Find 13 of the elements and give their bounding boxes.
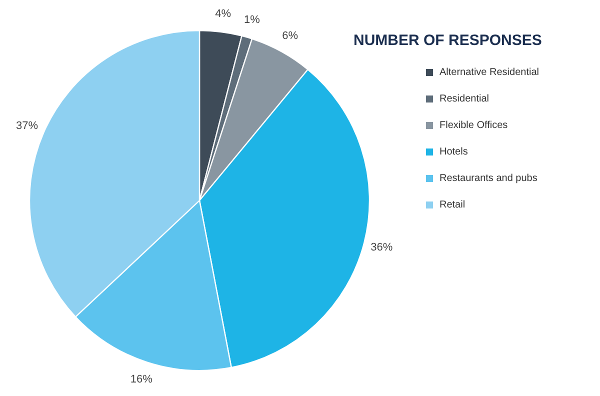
data-label: 37% xyxy=(16,120,38,132)
legend-label: Residential xyxy=(440,94,489,104)
data-label: 1% xyxy=(244,14,260,26)
legend-label: Retail xyxy=(440,200,466,210)
data-label: 16% xyxy=(130,373,153,386)
legend-label: Hotels xyxy=(440,146,468,158)
data-label: 6% xyxy=(282,30,298,42)
legend-label: Alternative Residential xyxy=(440,67,539,78)
legend-label: Restaurants and pubs xyxy=(440,173,538,184)
data-label: 4% xyxy=(215,8,232,20)
legend-label: Flexible Offices xyxy=(440,120,508,131)
legend-title: NUMBER OF RESPONSES xyxy=(354,32,542,49)
data-label: 36% xyxy=(370,241,393,254)
